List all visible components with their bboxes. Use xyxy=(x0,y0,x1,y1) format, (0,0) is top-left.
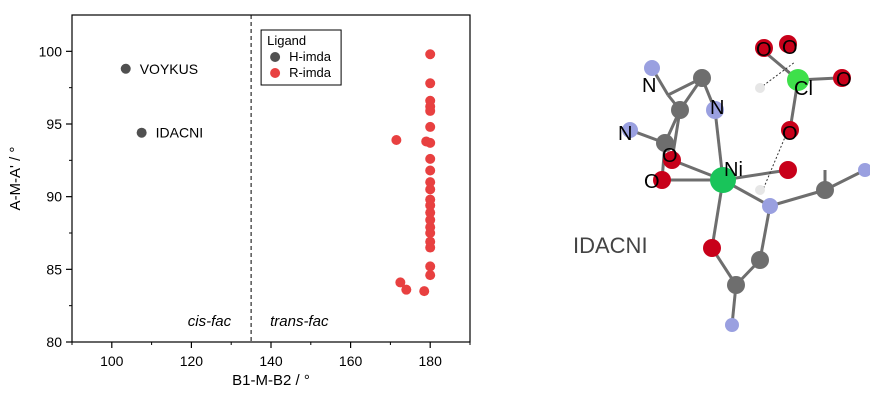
data-point-r-imda xyxy=(425,200,436,211)
region-label-cis-fac: cis-fac xyxy=(188,313,232,330)
atom-label-o4: O xyxy=(662,145,678,167)
data-point-r-imda xyxy=(425,121,436,132)
atom-label-n3: N xyxy=(710,97,724,119)
y-tick-label: 90 xyxy=(46,189,62,205)
x-tick-label: 120 xyxy=(180,353,204,369)
point-annotation: VOYKUS xyxy=(140,61,198,77)
y-tick-label: 80 xyxy=(46,334,62,350)
y-tick-label: 95 xyxy=(46,116,62,132)
legend-entry-h-imda: H-imda xyxy=(289,49,332,64)
data-point-r-imda xyxy=(425,207,436,218)
scatter-chart: 100 120 140 160 180 80 85 90 95 100 cis-fac trans-f… xyxy=(7,14,471,389)
region-label-trans-fac: trans-fac xyxy=(270,313,329,330)
atom-label-o5: O xyxy=(644,171,660,193)
data-point-r-imda xyxy=(425,270,436,281)
legend-marker-h-imda xyxy=(270,52,281,62)
molecule-title: IDACNI xyxy=(573,233,648,258)
atom-label-o1: O xyxy=(756,39,772,61)
data-point-r-imda xyxy=(425,165,436,176)
chart-axes: 100 120 140 160 180 80 85 90 95 100 cis-fac trans-f… xyxy=(39,14,471,369)
data-point-r-imda xyxy=(391,134,402,145)
x-tick-label: 160 xyxy=(339,353,363,369)
atom-label-o2: O xyxy=(782,37,798,59)
data-point-h-imda xyxy=(120,63,131,74)
data-point-r-imda xyxy=(395,277,406,288)
data-point-r-imda xyxy=(425,105,436,116)
x-axis-title: B1-M-B2 / ° xyxy=(232,372,310,389)
data-point-r-imda xyxy=(425,228,436,238)
data-point-r-imda xyxy=(425,153,436,164)
data-point-r-imda xyxy=(419,286,430,297)
legend-marker-r-imda xyxy=(270,68,281,78)
molecule-hbonds xyxy=(759,61,796,193)
y-tick-label: 100 xyxy=(39,43,63,59)
atom-label-ni: Ni xyxy=(724,159,743,181)
data-point-h-imda xyxy=(136,127,147,138)
data-point-r-imda xyxy=(425,242,436,253)
y-tick-label: 85 xyxy=(46,261,62,277)
data-point-r-imda xyxy=(425,49,436,60)
x-tick-label: 180 xyxy=(419,353,443,369)
data-point-r-imda xyxy=(425,214,436,225)
legend-title: Ligand xyxy=(267,33,306,48)
data-point-r-imda xyxy=(401,284,412,295)
data-point-r-imda xyxy=(421,136,432,147)
x-tick-label: 100 xyxy=(100,353,124,369)
data-point-r-imda xyxy=(425,78,436,89)
point-annotation: IDACNI xyxy=(156,125,203,141)
atom-label-n2: N xyxy=(618,123,632,145)
atom-label-o3: O xyxy=(836,69,852,91)
data-point-r-imda xyxy=(425,184,436,195)
molecule-structure-image: O O Cl O N N N O O Ni O IDACNI xyxy=(573,35,870,332)
atom-label-cl: Cl xyxy=(794,78,813,100)
data-point-r-imda xyxy=(425,177,436,188)
legend-entry-r-imda: R-imda xyxy=(289,65,332,80)
atom-label-o6: O xyxy=(782,123,798,145)
chart-marks: VOYKUS IDACNI xyxy=(120,49,436,297)
atom-label-n1: N xyxy=(642,75,656,97)
x-tick-label: 140 xyxy=(259,353,283,369)
molecule-atoms xyxy=(622,35,870,332)
y-axis-title: A-M-A' / ° xyxy=(7,147,24,211)
molecule-atom-labels: O O Cl O N N N O O Ni O xyxy=(618,37,852,193)
data-point-r-imda xyxy=(425,261,436,272)
